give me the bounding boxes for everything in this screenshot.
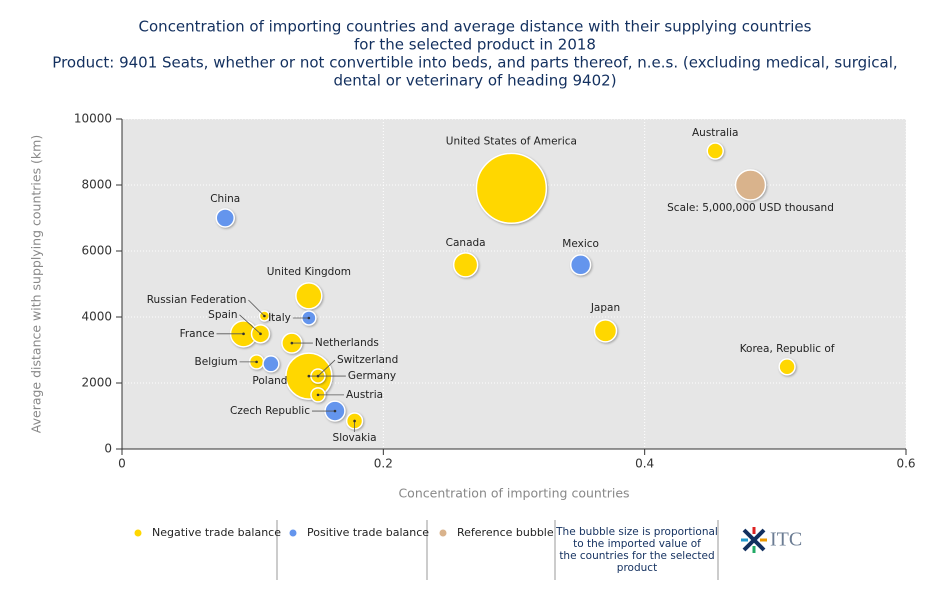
bubble-label: Russian Federation	[147, 294, 247, 306]
y-tick-label: 0	[104, 442, 112, 456]
chart-title: dental or veterinary of heading 9402)	[333, 72, 616, 90]
logo-icon	[741, 527, 767, 553]
bubble-label: Belgium	[195, 356, 238, 368]
leader-dot	[255, 360, 258, 364]
bubble	[569, 254, 592, 276]
legend-note: to the imported value of	[573, 538, 701, 550]
bubble	[262, 355, 280, 373]
bubble-label: China	[210, 193, 240, 205]
y-tick-label: 8000	[81, 178, 112, 192]
leader-dot	[353, 419, 356, 423]
legend-label: Reference bubble	[457, 526, 554, 539]
leader-dot	[242, 332, 245, 336]
bubble-label: United States of America	[446, 135, 577, 147]
leader-dot	[333, 409, 337, 413]
bubble	[706, 142, 724, 160]
leader-dot	[316, 374, 320, 378]
bubble	[593, 319, 618, 343]
y-tick-label: 6000	[81, 244, 112, 258]
bubble-label: Netherlands	[315, 337, 379, 349]
y-axis-label: Average distance with supplying countrie…	[29, 135, 44, 433]
bubble	[452, 252, 479, 278]
leader-dot	[307, 374, 311, 378]
bubble-label: Italy	[268, 312, 291, 324]
x-tick-label: 0.6	[896, 457, 915, 471]
legend-swatch	[288, 528, 298, 538]
bubble-label: Germany	[348, 370, 396, 382]
legend-label: Negative trade balance	[152, 526, 281, 539]
leader-dot	[259, 332, 262, 336]
bubble-label: France	[180, 328, 215, 340]
x-axis-label: Concentration of importing countries	[398, 486, 629, 501]
leader-line	[248, 299, 265, 317]
bubble-label: Czech Republic	[230, 405, 310, 417]
chart-title: Product: 9401 Seats, whether or not conv…	[52, 54, 897, 72]
leader-dot	[316, 393, 320, 397]
legend-note: the countries for the selected	[559, 550, 714, 562]
legend-swatch	[438, 528, 448, 538]
x-tick-label: 0	[118, 457, 126, 471]
bubble	[295, 282, 323, 310]
legend-note: The bubble size is proportional	[555, 526, 718, 538]
x-tick-label: 0.4	[635, 457, 654, 471]
bubble-label: Switzerland	[337, 354, 398, 366]
bubble	[778, 358, 796, 376]
logo-text: ITC	[770, 529, 802, 551]
leader-line	[317, 359, 336, 377]
leader-dot	[290, 341, 294, 345]
legend-note: product	[617, 562, 657, 574]
bubble-label: Korea, Republic of	[740, 343, 835, 355]
bubble-label: Australia	[692, 127, 738, 139]
bubble	[734, 169, 767, 201]
x-tick-label: 0.2	[374, 457, 393, 471]
bubble-label: United Kingdom	[267, 266, 351, 278]
leader-line	[239, 314, 261, 335]
bubble-label: Japan	[590, 302, 620, 314]
y-tick-label: 10000	[74, 112, 112, 126]
chart-title: Concentration of importing countries and…	[139, 18, 812, 36]
y-tick-label: 2000	[81, 376, 112, 390]
bubble	[215, 208, 235, 228]
legend-label: Positive trade balance	[307, 526, 429, 539]
y-tick-label: 4000	[81, 310, 112, 324]
bubble-label: Spain	[208, 309, 237, 321]
bubble-label: Canada	[446, 237, 486, 249]
leader-dot	[307, 316, 311, 320]
chart-title: for the selected product in 2018	[354, 36, 596, 54]
bubble-label: Poland	[252, 375, 287, 387]
legend-swatch	[133, 528, 143, 538]
bubble-label: Austria	[346, 389, 383, 401]
bubble-label: Slovakia	[333, 432, 377, 444]
leader-dot	[263, 314, 266, 318]
bubble-label: Mexico	[562, 238, 599, 250]
bubble	[475, 152, 548, 225]
bubble-label: Scale: 5,000,000 USD thousand	[667, 202, 834, 214]
